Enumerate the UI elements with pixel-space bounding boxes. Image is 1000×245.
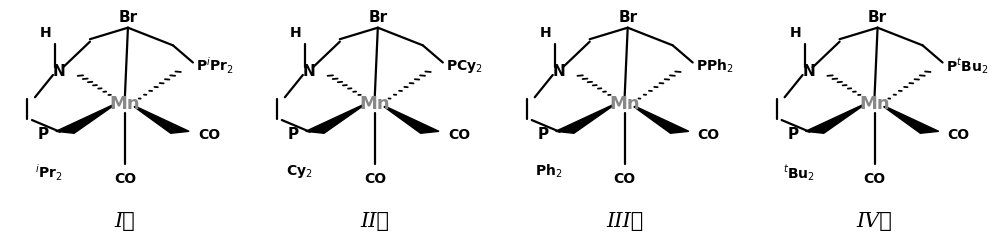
Text: II；: II；	[360, 212, 389, 231]
Text: I；: I；	[115, 212, 135, 231]
Text: $^{i}$Pr$_2$: $^{i}$Pr$_2$	[35, 163, 63, 183]
Polygon shape	[134, 107, 189, 133]
Text: Br: Br	[118, 10, 138, 24]
Text: N: N	[552, 63, 565, 79]
Polygon shape	[805, 105, 864, 133]
Polygon shape	[556, 105, 614, 133]
Text: N: N	[802, 63, 815, 79]
Text: Ph$_2$: Ph$_2$	[535, 163, 562, 180]
Text: CO: CO	[948, 128, 970, 142]
Text: H: H	[290, 26, 302, 40]
Text: P: P	[288, 127, 299, 142]
Text: III；: III；	[606, 212, 643, 231]
Polygon shape	[884, 107, 939, 133]
Text: CO: CO	[364, 172, 386, 185]
Text: P: P	[38, 127, 49, 142]
Text: Mn: Mn	[110, 95, 140, 113]
Text: P$^{i}$Pr$_2$: P$^{i}$Pr$_2$	[196, 56, 234, 76]
Text: CO: CO	[448, 128, 470, 142]
Text: IV。: IV。	[857, 212, 893, 231]
Text: N: N	[53, 63, 65, 79]
Polygon shape	[634, 107, 689, 133]
Text: P: P	[538, 127, 549, 142]
Polygon shape	[56, 105, 114, 133]
Text: Mn: Mn	[360, 95, 390, 113]
Text: Br: Br	[368, 10, 387, 24]
Text: H: H	[540, 26, 552, 40]
Text: PCy$_2$: PCy$_2$	[446, 58, 483, 75]
Text: $^{t}$Bu$_2$: $^{t}$Bu$_2$	[783, 163, 815, 183]
Text: CO: CO	[864, 172, 886, 185]
Text: CO: CO	[114, 172, 136, 185]
Polygon shape	[384, 107, 439, 133]
Polygon shape	[306, 105, 364, 133]
Text: H: H	[790, 26, 801, 40]
Text: CO: CO	[698, 128, 720, 142]
Text: CO: CO	[614, 172, 636, 185]
Text: P: P	[787, 127, 799, 142]
Text: Cy$_2$: Cy$_2$	[286, 163, 312, 180]
Text: Mn: Mn	[859, 95, 890, 113]
Text: Br: Br	[868, 10, 887, 24]
Text: N: N	[302, 63, 315, 79]
Text: Br: Br	[618, 10, 637, 24]
Text: CO: CO	[198, 128, 220, 142]
Text: P$^{t}$Bu$_2$: P$^{t}$Bu$_2$	[946, 56, 988, 76]
Text: Mn: Mn	[609, 95, 640, 113]
Text: PPh$_2$: PPh$_2$	[696, 57, 733, 75]
Text: H: H	[40, 26, 52, 40]
